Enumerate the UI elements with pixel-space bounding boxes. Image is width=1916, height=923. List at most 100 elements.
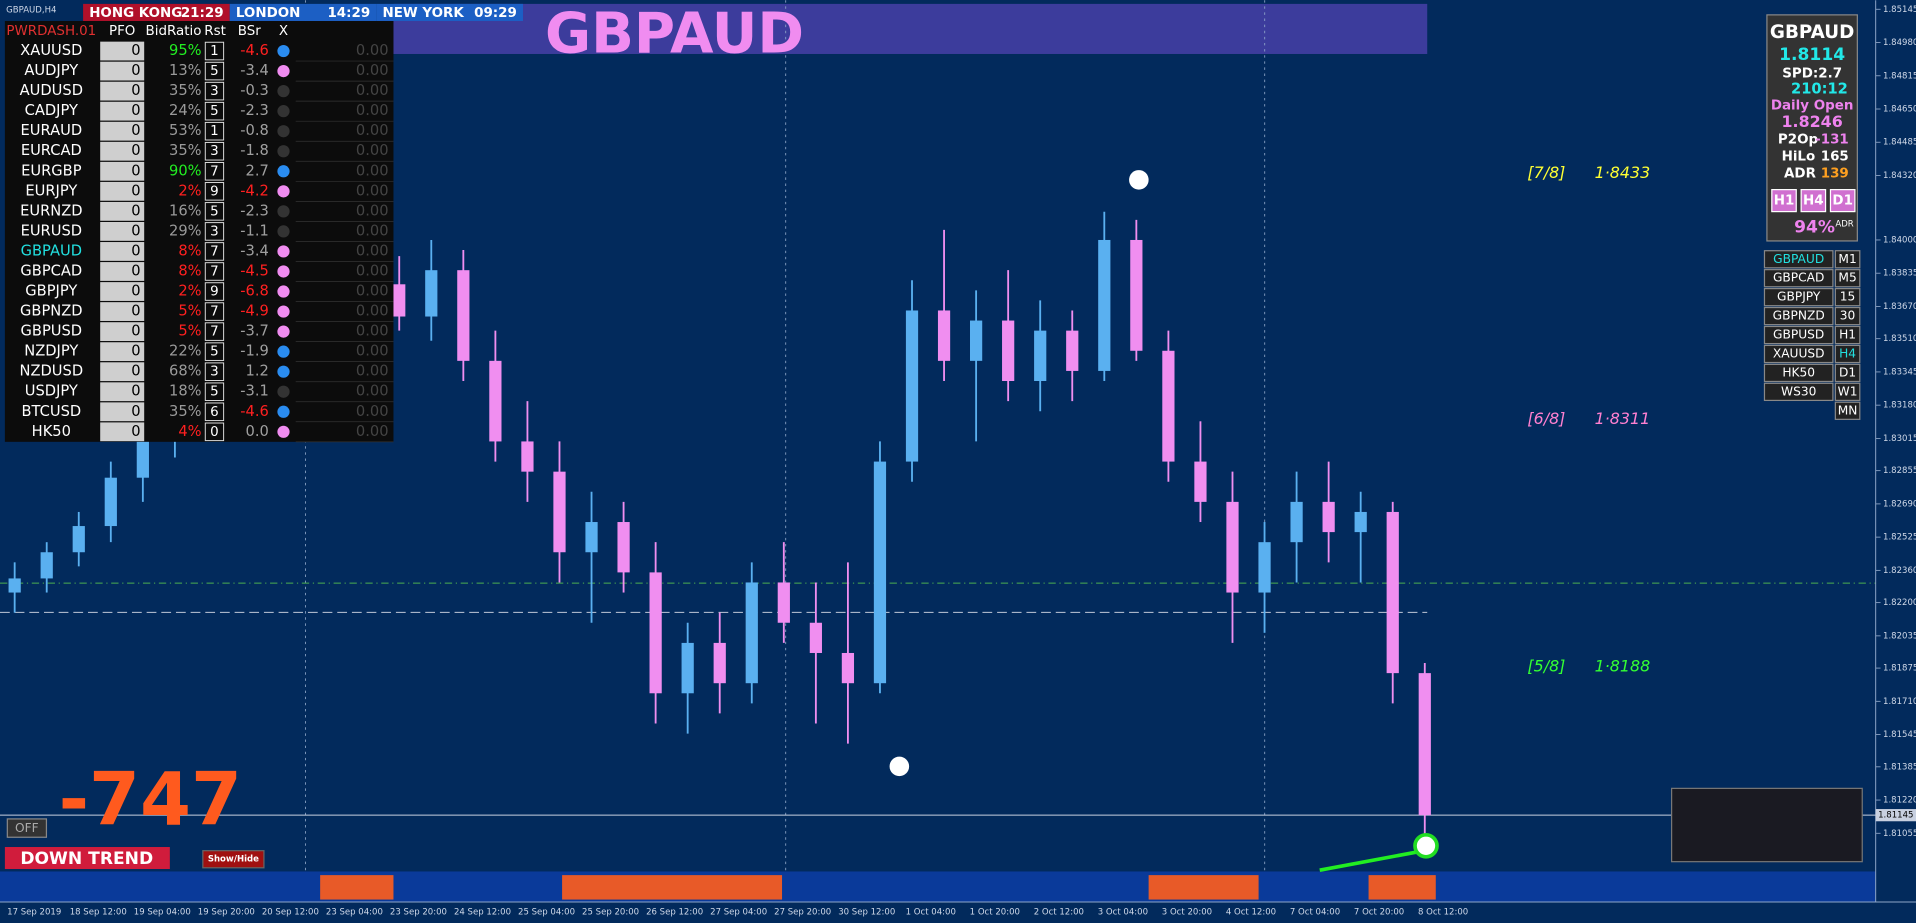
candle-body bbox=[1194, 461, 1207, 502]
pfo-cell bbox=[100, 61, 145, 81]
rst-cell bbox=[204, 362, 225, 381]
symbol-button-label[interactable]: HK50 bbox=[1782, 365, 1815, 379]
off-label[interactable]: OFF bbox=[15, 821, 39, 835]
rst-cell bbox=[204, 141, 225, 161]
bsr-value: -3.7 bbox=[240, 323, 269, 340]
symbol-button-label[interactable]: GBPUSD bbox=[1773, 328, 1824, 342]
symbol-cell[interactable]: USDJPY bbox=[25, 383, 78, 400]
symbol-button-label[interactable]: GBPCAD bbox=[1773, 271, 1824, 285]
candle-body bbox=[777, 582, 790, 623]
pfo-value: 0 bbox=[131, 343, 140, 360]
off-button[interactable] bbox=[6, 818, 48, 838]
info-spread: SPD:2.7 bbox=[1782, 67, 1842, 82]
timeframe-list-label[interactable]: D1 bbox=[1839, 365, 1856, 379]
y-tick-label: 1.82035 bbox=[1883, 631, 1916, 641]
symbol-cell[interactable]: NZDUSD bbox=[20, 363, 84, 380]
timeframe-list-button[interactable] bbox=[1834, 250, 1861, 269]
symbol-cell[interactable]: EURAUD bbox=[21, 122, 83, 139]
header-cell: BidRatio bbox=[146, 24, 202, 39]
symbol-button-label[interactable]: WS30 bbox=[1781, 384, 1816, 398]
symbol-cell[interactable]: BTCUSD bbox=[21, 403, 81, 420]
symbol-button[interactable] bbox=[1763, 269, 1834, 288]
symbol-button[interactable] bbox=[1763, 287, 1834, 307]
timeframe-list-label[interactable]: W1 bbox=[1838, 384, 1858, 398]
timeframe-list-button[interactable] bbox=[1834, 269, 1861, 288]
status-dot bbox=[277, 125, 290, 138]
bsr-value: -6.8 bbox=[240, 283, 269, 300]
x-tick-label: 3 Oct 04:00 bbox=[1098, 907, 1148, 917]
bid-ratio: 13% bbox=[169, 62, 202, 79]
x-tick-label: 19 Sep 04:00 bbox=[134, 907, 191, 917]
symbol-cell[interactable]: GBPNZD bbox=[20, 303, 83, 320]
symbol-button[interactable] bbox=[1763, 306, 1834, 326]
symbol-cell[interactable]: EURJPY bbox=[25, 182, 77, 199]
symbol-cell[interactable]: EURGBP bbox=[21, 162, 82, 179]
symbol-button[interactable] bbox=[1763, 250, 1834, 269]
symbol-cell[interactable]: EURCAD bbox=[21, 142, 82, 159]
timeframe-list-button[interactable] bbox=[1834, 382, 1861, 402]
symbol-cell[interactable]: XAUUSD bbox=[20, 42, 82, 59]
symbol-cell[interactable]: EURNZD bbox=[20, 202, 82, 219]
symbol-button-label[interactable]: XAUUSD bbox=[1773, 346, 1825, 360]
bid-ratio: 2% bbox=[178, 283, 201, 300]
info-daily-open: 1.8246 bbox=[1782, 112, 1843, 131]
value-cell: 0.00 bbox=[356, 162, 389, 179]
symbol-cell[interactable]: GBPJPY bbox=[25, 283, 77, 300]
timeframe-button-label[interactable]: H1 bbox=[1774, 194, 1795, 209]
symbol-cell[interactable]: NZDJPY bbox=[24, 343, 78, 360]
y-tick-label: 1.84485 bbox=[1883, 138, 1916, 148]
symbol-cell[interactable]: GBPCAD bbox=[20, 262, 82, 279]
timeframe-list-button[interactable] bbox=[1834, 344, 1861, 364]
symbol-cell[interactable]: HK50 bbox=[32, 423, 71, 440]
timeframe-list-label[interactable]: MN bbox=[1838, 403, 1858, 417]
timeframe-list-button[interactable] bbox=[1834, 325, 1861, 345]
symbol-cell[interactable]: AUDUSD bbox=[20, 82, 83, 99]
symbol-button[interactable] bbox=[1763, 344, 1834, 364]
timeframe-button-label[interactable]: D1 bbox=[1832, 194, 1853, 209]
bid-ratio: 22% bbox=[169, 343, 202, 360]
timeframe-button-label[interactable]: H4 bbox=[1803, 194, 1824, 209]
symbol-button[interactable] bbox=[1763, 363, 1834, 383]
timeframe-button[interactable] bbox=[1800, 189, 1827, 213]
pfo-cell bbox=[100, 302, 145, 321]
timeframe-list-button[interactable] bbox=[1834, 401, 1861, 420]
status-dot bbox=[277, 165, 290, 178]
value-cell: 0.00 bbox=[356, 242, 389, 259]
timeframe-list-label[interactable]: H4 bbox=[1839, 346, 1856, 360]
timeframe-list-label[interactable]: H1 bbox=[1839, 328, 1856, 342]
header-cell[interactable]: X bbox=[279, 24, 288, 39]
bid-ratio: 35% bbox=[169, 142, 202, 159]
timeframe-list-button[interactable] bbox=[1834, 306, 1861, 326]
info-adr-pct: 94% bbox=[1794, 217, 1835, 237]
symbol-cell[interactable]: GBPAUD bbox=[21, 242, 82, 259]
bid-ratio: 5% bbox=[178, 323, 201, 340]
timeframe-list-label[interactable]: M1 bbox=[1838, 252, 1856, 266]
rst-value: 3 bbox=[210, 144, 219, 159]
rst-cell bbox=[204, 242, 225, 261]
timeframe-list-label[interactable]: 30 bbox=[1840, 309, 1856, 323]
symbol-cell[interactable]: CADJPY bbox=[25, 102, 78, 119]
timeframe-list-button[interactable] bbox=[1834, 287, 1861, 307]
symbol-button[interactable] bbox=[1763, 382, 1834, 402]
symbol-button-label[interactable]: GBPJPY bbox=[1777, 290, 1821, 304]
timeframe-list-label[interactable]: M5 bbox=[1838, 271, 1856, 285]
symbol-cell[interactable]: EURUSD bbox=[21, 222, 83, 239]
candle-body bbox=[553, 471, 566, 553]
symbol-cell[interactable]: AUDJPY bbox=[24, 62, 78, 79]
symbol-button[interactable] bbox=[1763, 325, 1834, 345]
show-hide-label[interactable]: Show/Hide bbox=[208, 855, 259, 865]
timeframe-button[interactable] bbox=[1829, 189, 1856, 213]
symbol-button-label[interactable]: GBPNZD bbox=[1773, 309, 1825, 323]
symbol-cell[interactable]: GBPUSD bbox=[21, 323, 83, 340]
value-cell: 0.00 bbox=[356, 283, 389, 300]
timeframe-list-button[interactable] bbox=[1834, 363, 1861, 383]
symbol-button-label[interactable]: GBPAUD bbox=[1773, 252, 1824, 266]
value-cell: 0.00 bbox=[356, 323, 389, 340]
candle-body bbox=[1322, 501, 1335, 533]
timeframe-button[interactable] bbox=[1771, 189, 1797, 213]
show-hide-button[interactable] bbox=[202, 850, 265, 869]
timeframe-list-label[interactable]: 15 bbox=[1840, 290, 1856, 304]
